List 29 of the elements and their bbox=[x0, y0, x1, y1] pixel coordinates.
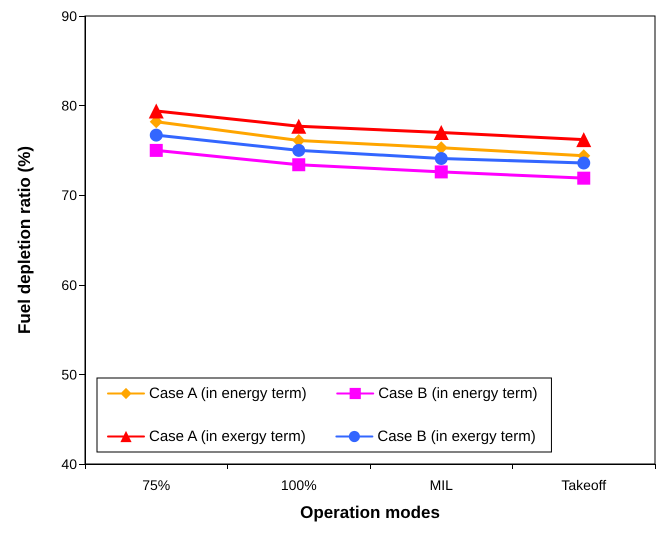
x-tick-label: MIL bbox=[430, 477, 454, 493]
legend-label: Case B (in exergy term) bbox=[377, 428, 536, 445]
point bbox=[434, 141, 448, 154]
point bbox=[577, 156, 590, 170]
y-tick-label: 60 bbox=[61, 276, 78, 293]
point bbox=[577, 172, 590, 185]
y-tick-label: 90 bbox=[61, 8, 78, 24]
point bbox=[291, 118, 306, 134]
y-axis-title: Fuel depletion ratio (%) bbox=[15, 146, 34, 334]
point bbox=[150, 128, 163, 142]
y-tick-label: 80 bbox=[61, 98, 78, 114]
y-tick-label: 50 bbox=[61, 366, 78, 382]
y-tick-label: 40 bbox=[61, 456, 78, 472]
legend-label: Case B (in energy term) bbox=[378, 385, 538, 402]
x-tick-label: 75% bbox=[142, 477, 170, 493]
point bbox=[434, 165, 448, 178]
point bbox=[292, 158, 306, 172]
legend-label: Case A (in exergy term) bbox=[149, 428, 306, 445]
point bbox=[150, 144, 163, 157]
point bbox=[434, 124, 449, 140]
legend-label: Case A (in energy term) bbox=[149, 385, 307, 402]
x-tick-label: Takeoff bbox=[561, 477, 606, 493]
x-tick-label: 100% bbox=[280, 477, 317, 493]
point bbox=[148, 103, 164, 118]
y-tick-label: 70 bbox=[61, 187, 78, 204]
point bbox=[576, 132, 592, 148]
point bbox=[292, 144, 306, 157]
x-axis-title: Operation modes bbox=[300, 503, 440, 522]
point bbox=[434, 152, 448, 165]
